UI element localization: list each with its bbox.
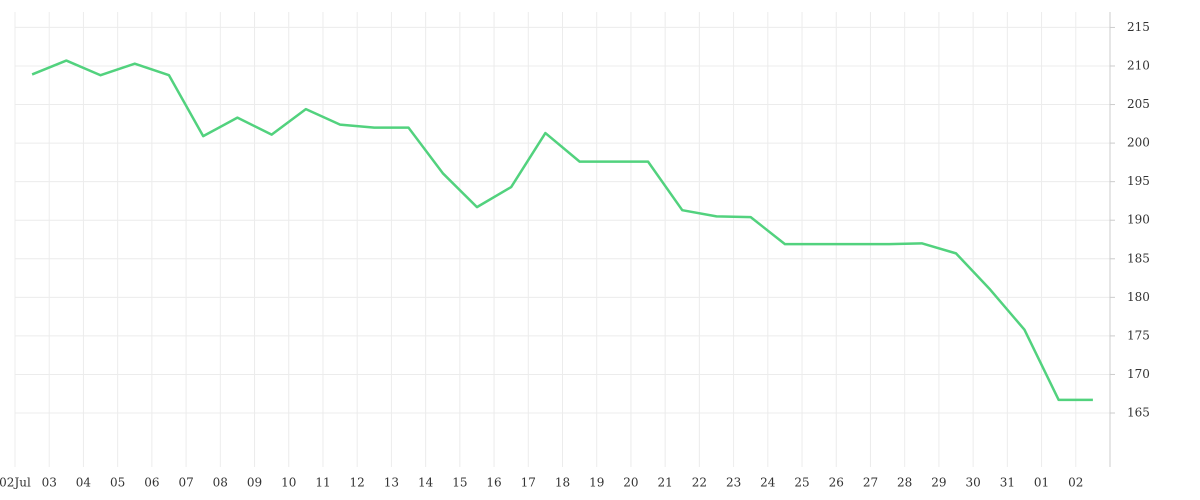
x-tick-label: 28 (897, 476, 912, 490)
x-tick-label: 24 (760, 476, 776, 490)
y-tick-label: 200 (1127, 136, 1150, 150)
x-tick-label: 03 (42, 476, 57, 490)
y-tick-label: 165 (1127, 406, 1150, 420)
x-tick-label: 20 (623, 476, 638, 490)
x-tick-label: 14 (418, 476, 434, 490)
y-tick-label: 185 (1127, 251, 1150, 265)
x-tick-label: 18 (555, 476, 570, 490)
x-tick-label: 29 (931, 476, 946, 490)
x-tick-label: 06 (144, 476, 159, 490)
x-tick-label: 25 (794, 476, 809, 490)
x-tick-label: 09 (247, 476, 262, 490)
y-tick-label: 170 (1127, 367, 1150, 381)
x-tick-label: 30 (965, 476, 980, 490)
data-line (31, 59, 1093, 402)
x-tick-label: 12 (350, 476, 365, 490)
y-tick-label: 215 (1127, 20, 1150, 34)
x-tick-label: 27 (863, 476, 878, 490)
y-tick-label: 175 (1127, 328, 1150, 342)
y-tick-label: 190 (1127, 213, 1150, 227)
x-tick-label: 16 (486, 476, 501, 490)
y-tick-label: 205 (1127, 97, 1150, 111)
x-tick-label: 10 (281, 476, 296, 490)
x-tick-label: 02 (1068, 476, 1083, 490)
x-tick-label: 21 (658, 476, 673, 490)
x-tick-label: 08 (213, 476, 228, 490)
x-tick-label: 22 (692, 476, 707, 490)
x-tick-label: 23 (726, 476, 741, 490)
x-tick-label: 05 (110, 476, 125, 490)
x-tick-label: 31 (1000, 476, 1015, 490)
x-tick-label: 19 (589, 476, 604, 490)
x-tick-label: 07 (178, 476, 193, 490)
y-tick-label: 195 (1127, 174, 1150, 188)
x-tick-label: 02Jul (0, 476, 31, 490)
x-tick-label: 01 (1034, 476, 1049, 490)
y-tick-label: 180 (1127, 290, 1150, 304)
x-tick-label: 17 (521, 476, 536, 490)
x-tick-label: 13 (384, 476, 399, 490)
x-tick-label: 11 (315, 476, 330, 490)
x-tick-label: 04 (76, 476, 92, 490)
x-tick-label: 15 (452, 476, 467, 490)
x-tick-label: 26 (829, 476, 844, 490)
y-tick-label: 210 (1127, 58, 1150, 72)
